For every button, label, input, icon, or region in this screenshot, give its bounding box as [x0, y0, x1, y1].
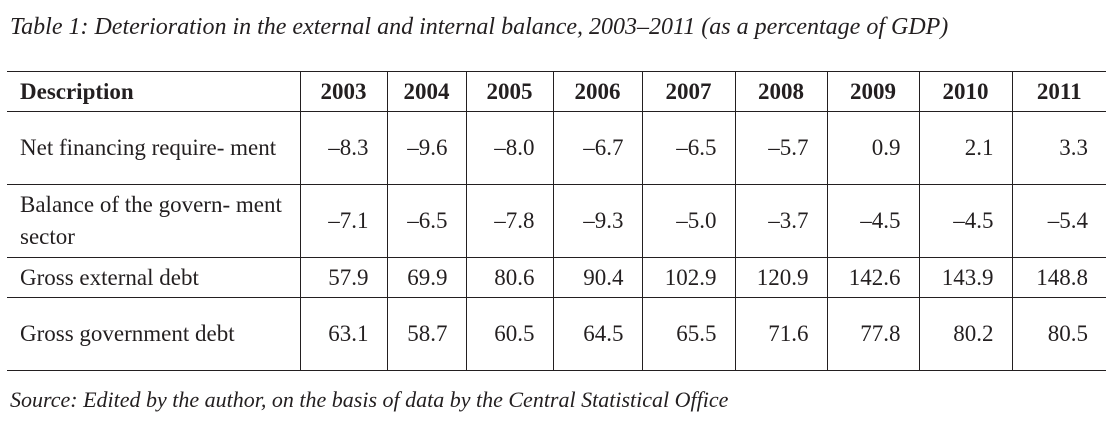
column-header-year: 2009	[826, 71, 919, 112]
value-cell: 69.9	[386, 257, 466, 298]
value-cell: 57.9	[299, 257, 387, 298]
value-cell: 80.5	[1011, 297, 1106, 371]
row-label: Gross external debt	[7, 258, 300, 298]
column-header-year: 2006	[552, 71, 642, 112]
value-cell: 148.8	[1011, 257, 1106, 298]
value-cell: –9.6	[386, 111, 466, 185]
value-cell: 64.5	[552, 297, 642, 371]
value-cell: 90.4	[552, 257, 642, 298]
table-row: Balance of the govern- ment sector –7.1 –6…	[7, 184, 1106, 258]
row-label: Balance of the govern- ment sector	[7, 185, 300, 258]
value-cell: –7.8	[465, 184, 553, 258]
value-cell: 80.6	[465, 257, 553, 298]
table-row: Gross external debt 57.9 69.9 80.6 90.4 102.9…	[7, 257, 1106, 298]
value-cell: –8.0	[465, 111, 553, 185]
value-cell: 120.9	[734, 257, 827, 298]
column-header-year: 2005	[465, 71, 553, 112]
column-header-year: 2004	[386, 71, 466, 112]
row-label-text: Gross external debt	[20, 264, 199, 290]
value-cell: –7.1	[299, 184, 387, 258]
table-row: Gross government debt 63.1 58.7 60.5 64.5 65.…	[7, 297, 1106, 371]
value-cell: 142.6	[826, 257, 919, 298]
value-cell: –5.7	[734, 111, 827, 185]
value-cell: –5.0	[641, 184, 735, 258]
column-header-year: 2003	[299, 71, 387, 112]
row-label-text: Gross government debt	[20, 321, 235, 346]
column-header-year: 2008	[734, 71, 827, 112]
column-header-year: 2007	[641, 71, 735, 112]
table-caption: Table 1: Deterioration in the external a…	[10, 14, 949, 40]
value-cell: –5.4	[1011, 184, 1106, 258]
value-cell: –3.7	[734, 184, 827, 258]
value-cell: 143.9	[918, 257, 1012, 298]
data-table: Description 2003 2004 2005 2006 2007 2008 2009 2…	[7, 71, 1106, 371]
value-cell: 0.9	[826, 111, 919, 185]
value-cell: 2.1	[918, 111, 1012, 185]
source-note: Source: Edited by the author, on the bas…	[10, 387, 729, 412]
value-cell: 80.2	[918, 297, 1012, 371]
value-cell: –6.7	[552, 111, 642, 185]
value-cell: 65.5	[641, 297, 735, 371]
column-header-year: 2010	[918, 71, 1012, 112]
row-label: Net financing require- ment	[7, 112, 300, 185]
value-cell: 71.6	[734, 297, 827, 371]
value-cell: –4.5	[826, 184, 919, 258]
row-label: Gross government debt	[7, 298, 300, 371]
value-cell: –6.5	[641, 111, 735, 185]
column-header-description: Description	[20, 78, 134, 104]
value-cell: 58.7	[386, 297, 466, 371]
column-header-year: 2011	[1011, 71, 1106, 112]
value-cell: –4.5	[918, 184, 1012, 258]
value-cell: 77.8	[826, 297, 919, 371]
value-cell: 63.1	[299, 297, 387, 371]
value-cell: –6.5	[386, 184, 466, 258]
value-cell: –8.3	[299, 111, 387, 185]
value-cell: 3.3	[1011, 111, 1106, 185]
value-cell: –9.3	[552, 184, 642, 258]
table-row: Net financing require- ment –8.3 –9.6 –8.0–…	[7, 111, 1106, 185]
row-label-text: Balance of the govern- ment sector	[20, 192, 282, 249]
row-label-text: Net financing require- ment	[20, 135, 277, 160]
value-cell: 102.9	[641, 257, 735, 298]
header-row: Description 2003 2004 2005 2006 2007 2008 2009 2…	[7, 71, 1106, 112]
value-cell: 60.5	[465, 297, 553, 371]
